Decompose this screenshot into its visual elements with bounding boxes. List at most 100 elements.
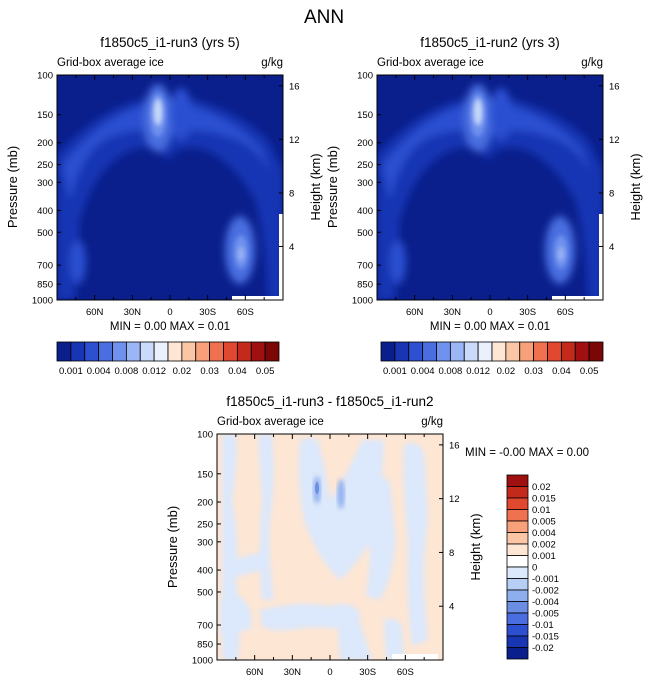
colorbar-swatch bbox=[506, 520, 529, 533]
y-tick-label: 1000 bbox=[192, 656, 213, 667]
colorbar-swatch bbox=[477, 341, 493, 362]
y-tick-label: 300 bbox=[37, 178, 53, 189]
colorbar-swatch bbox=[422, 341, 437, 362]
colorbar-swatch bbox=[167, 341, 183, 362]
panel-run3-minmax: MIN = 0.00 MAX = 0.01 bbox=[110, 321, 230, 333]
panel-diff-field bbox=[217, 434, 443, 660]
colorbar-label: -0.004 bbox=[532, 597, 559, 608]
x-tick-label: 60N bbox=[246, 667, 264, 678]
colorbar-label: 0.03 bbox=[200, 366, 219, 377]
colorbar-label: 0.002 bbox=[532, 540, 556, 551]
panel-run2-axes: 100 150 200 250 300 400 500 700 850 1000 16 12 8 4 60N… bbox=[352, 71, 620, 319]
colorbar-swatch bbox=[56, 341, 72, 362]
colorbar-swatch bbox=[98, 341, 113, 362]
colorbar-label: 0.012 bbox=[466, 366, 490, 377]
x-tick-label: 60S bbox=[557, 307, 574, 318]
y-tick-label: 400 bbox=[357, 206, 373, 217]
colorbar-label: 0.02 bbox=[173, 366, 192, 377]
y-tick-label: 150 bbox=[37, 110, 53, 121]
panel-diff-subtitle: Grid-box average ice bbox=[217, 416, 324, 428]
colorbar-swatch bbox=[506, 555, 529, 568]
y-tick-label: 100 bbox=[37, 71, 53, 82]
colorbar-swatch bbox=[463, 341, 479, 362]
y-tick-label: 850 bbox=[357, 280, 373, 291]
colorbar-swatch bbox=[506, 486, 529, 499]
colorbar-swatch bbox=[560, 341, 576, 362]
panel-run2-minmax: MIN = 0.00 MAX = 0.01 bbox=[430, 321, 550, 333]
y-right-tick-label: 16 bbox=[609, 81, 620, 92]
y-tick-label: 200 bbox=[357, 138, 373, 149]
colorbar-swatch bbox=[505, 341, 521, 362]
panel-run2-units: g/kg bbox=[581, 57, 603, 69]
x-tick-label: 30N bbox=[284, 667, 302, 678]
colorbar-swatch bbox=[547, 341, 562, 362]
y-tick-label: 250 bbox=[357, 160, 373, 171]
panel-diff-units: g/kg bbox=[421, 416, 443, 428]
y-tick-label: 250 bbox=[197, 519, 213, 530]
y-tick-label: 700 bbox=[197, 620, 213, 631]
y-tick-label: 200 bbox=[37, 138, 53, 149]
colorbar-label: 0.012 bbox=[142, 366, 166, 377]
x-tick-label: 30S bbox=[359, 667, 376, 678]
y-tick-label: 1000 bbox=[32, 296, 53, 307]
colorbar-swatch bbox=[506, 635, 529, 648]
y-right-tick-label: 16 bbox=[449, 440, 460, 451]
y-right-tick-label: 8 bbox=[289, 188, 294, 199]
colorbar-label: -0.005 bbox=[532, 609, 559, 620]
panel-run2-field bbox=[377, 75, 603, 300]
y-tick-label: 850 bbox=[197, 640, 213, 651]
colorbar-swatch bbox=[250, 341, 266, 362]
y-right-tick-label: 4 bbox=[609, 242, 614, 253]
x-tick-label: 60N bbox=[86, 307, 104, 318]
colorbar-swatch bbox=[436, 341, 451, 362]
colorbar-swatch bbox=[506, 647, 529, 660]
panel-run2-colorbar: 0.001 0.004 0.008 0.012 0.02 0.03 0.04 0.05 bbox=[380, 341, 604, 377]
colorbar-swatch bbox=[125, 341, 141, 362]
colorbar-label: 0 bbox=[532, 563, 537, 574]
panel-diff: f1850c5_i1-run3 - f1850c5_i1-run2 Grid-b… bbox=[165, 394, 589, 678]
panel-run2-subtitle: Grid-box average ice bbox=[377, 57, 484, 69]
colorbar-label: 0.01 bbox=[532, 505, 551, 516]
colorbar-swatch bbox=[588, 341, 604, 362]
x-tick-label: 0 bbox=[487, 307, 492, 318]
colorbar-swatch bbox=[236, 341, 252, 362]
page-title: ANN bbox=[304, 7, 344, 28]
colorbar-swatch bbox=[153, 341, 169, 362]
y-tick-label: 1000 bbox=[352, 296, 373, 307]
colorbar-label: -0.002 bbox=[532, 586, 559, 597]
panel-run2-ylabel-right: Height (km) bbox=[628, 153, 643, 220]
y-tick-label: 250 bbox=[37, 160, 53, 171]
colorbar-label: 0.008 bbox=[114, 366, 138, 377]
y-tick-label: 500 bbox=[357, 228, 373, 239]
x-tick-label: 0 bbox=[327, 667, 332, 678]
colorbar-swatch bbox=[394, 341, 410, 362]
panel-diff-minmax: MIN = -0.00 MAX = 0.00 bbox=[465, 447, 589, 459]
colorbar-swatch bbox=[506, 497, 529, 510]
panel-run3-colorbar: 0.001 0.004 0.008 0.012 0.02 0.03 0.04 0.05 bbox=[56, 341, 280, 377]
y-right-tick-label: 4 bbox=[289, 242, 294, 253]
colorbar-swatch bbox=[506, 509, 529, 522]
colorbar-swatch bbox=[181, 341, 197, 362]
colorbar-label: 0.004 bbox=[411, 366, 435, 377]
y-right-tick-label: 12 bbox=[289, 135, 300, 146]
colorbar-swatch bbox=[506, 589, 529, 602]
y-tick-label: 500 bbox=[37, 228, 53, 239]
y-right-tick-label: 16 bbox=[289, 81, 300, 92]
colorbar-swatch bbox=[408, 341, 424, 362]
panel-run3-ylabel: Pressure (mb) bbox=[5, 146, 20, 228]
y-tick-label: 150 bbox=[197, 469, 213, 480]
colorbar-swatch bbox=[506, 578, 529, 591]
colorbar-swatch bbox=[112, 341, 127, 362]
x-tick-label: 30S bbox=[519, 307, 536, 318]
panel-run2: f1850c5_i1-run2 (yrs 3) Grid-box average… bbox=[325, 35, 643, 377]
colorbar-label: -0.001 bbox=[532, 574, 559, 585]
colorbar-swatch bbox=[506, 566, 529, 579]
colorbar-label: -0.02 bbox=[532, 643, 554, 654]
x-tick-label: 30N bbox=[444, 307, 462, 318]
colorbar-swatch bbox=[195, 341, 211, 362]
panel-diff-colorbar: 0.020.0150.010.0050.0040.0020.0010-0.001… bbox=[506, 474, 559, 660]
colorbar-label: 0.015 bbox=[532, 494, 556, 505]
x-tick-label: 30S bbox=[199, 307, 216, 318]
colorbar-label: 0.001 bbox=[383, 366, 407, 377]
colorbar-label: 0.004 bbox=[87, 366, 111, 377]
